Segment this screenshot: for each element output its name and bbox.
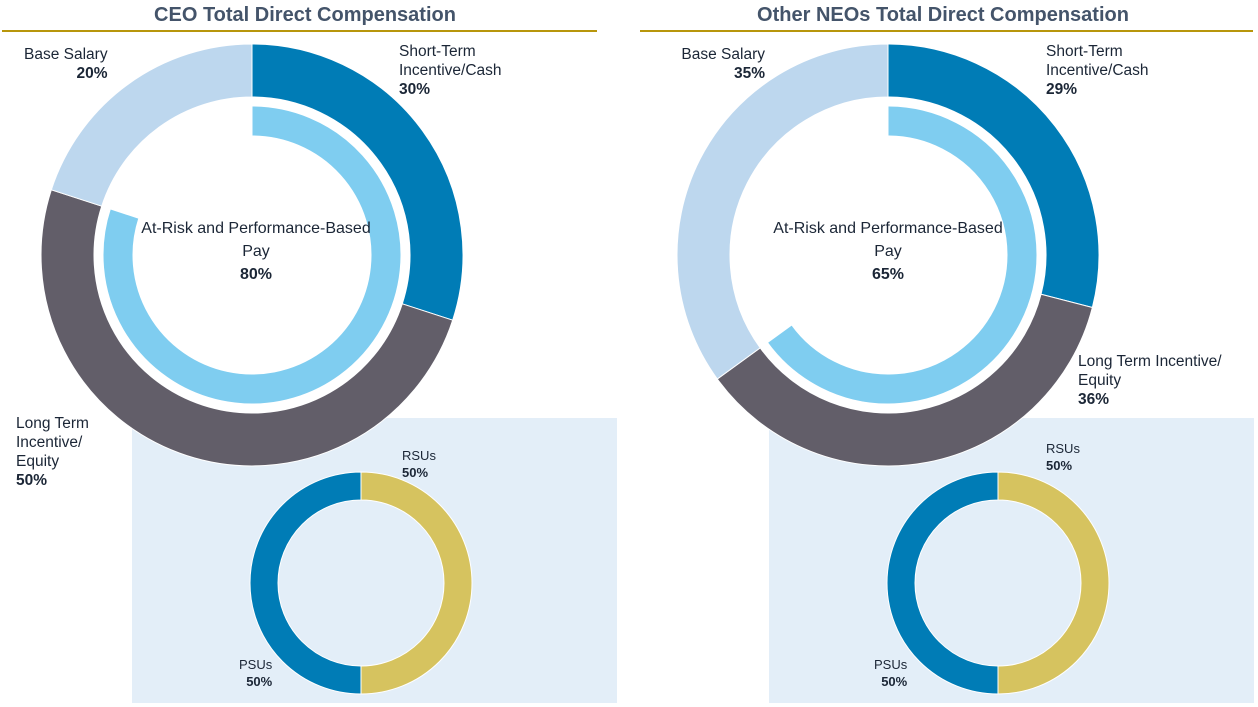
neo-psus-label: PSUs 50% — [874, 657, 908, 689]
neo-long-term-label: Long Term Incentive/ Equity 36% — [1078, 353, 1222, 408]
neo-psus-segment — [886, 471, 999, 695]
neo-rsus-segment — [997, 471, 1110, 695]
ceo-base-salary-label: Base Salary 20% — [24, 46, 108, 82]
ceo-at-risk-arc — [102, 105, 402, 405]
ceo-base-salary-segment — [50, 43, 253, 207]
ceo-short-term-label: Short-Term Incentive/Cash 30% — [399, 43, 502, 98]
neo-equity-panel — [769, 418, 1254, 703]
neo-at-risk-label: At-Risk and Performance-Based Pay 65% — [773, 220, 1003, 283]
ceo-at-risk-label: At-Risk and Performance-Based Pay 80% — [141, 220, 371, 283]
ceo-long-term-segment — [40, 189, 454, 467]
ceo-rsus-segment — [360, 471, 473, 695]
neo-short-term-label: Short-Term Incentive/Cash 29% — [1046, 43, 1149, 98]
neo-long-term-segment — [716, 293, 1093, 467]
neo-chart-title: Other NEOs Total Direct Compensation — [757, 4, 1129, 26]
neo-base-salary-label: Base Salary 35% — [681, 46, 765, 82]
neo-title-rule — [640, 30, 1253, 32]
neo-base-salary-segment — [676, 43, 889, 380]
ceo-title-rule — [2, 30, 597, 32]
ceo-chart-title: CEO Total Direct Compensation — [154, 4, 456, 26]
ceo-rsus-label: RSUs 50% — [402, 448, 436, 480]
ceo-psus-label: PSUs 50% — [239, 657, 273, 689]
neo-at-risk-arc — [766, 105, 1038, 405]
ceo-psus-segment — [249, 471, 362, 695]
neo-rsus-label: RSUs 50% — [1046, 441, 1080, 473]
ceo-equity-panel — [132, 418, 617, 703]
ceo-long-term-label: Long Term Incentive/ Equity 50% — [16, 415, 89, 489]
